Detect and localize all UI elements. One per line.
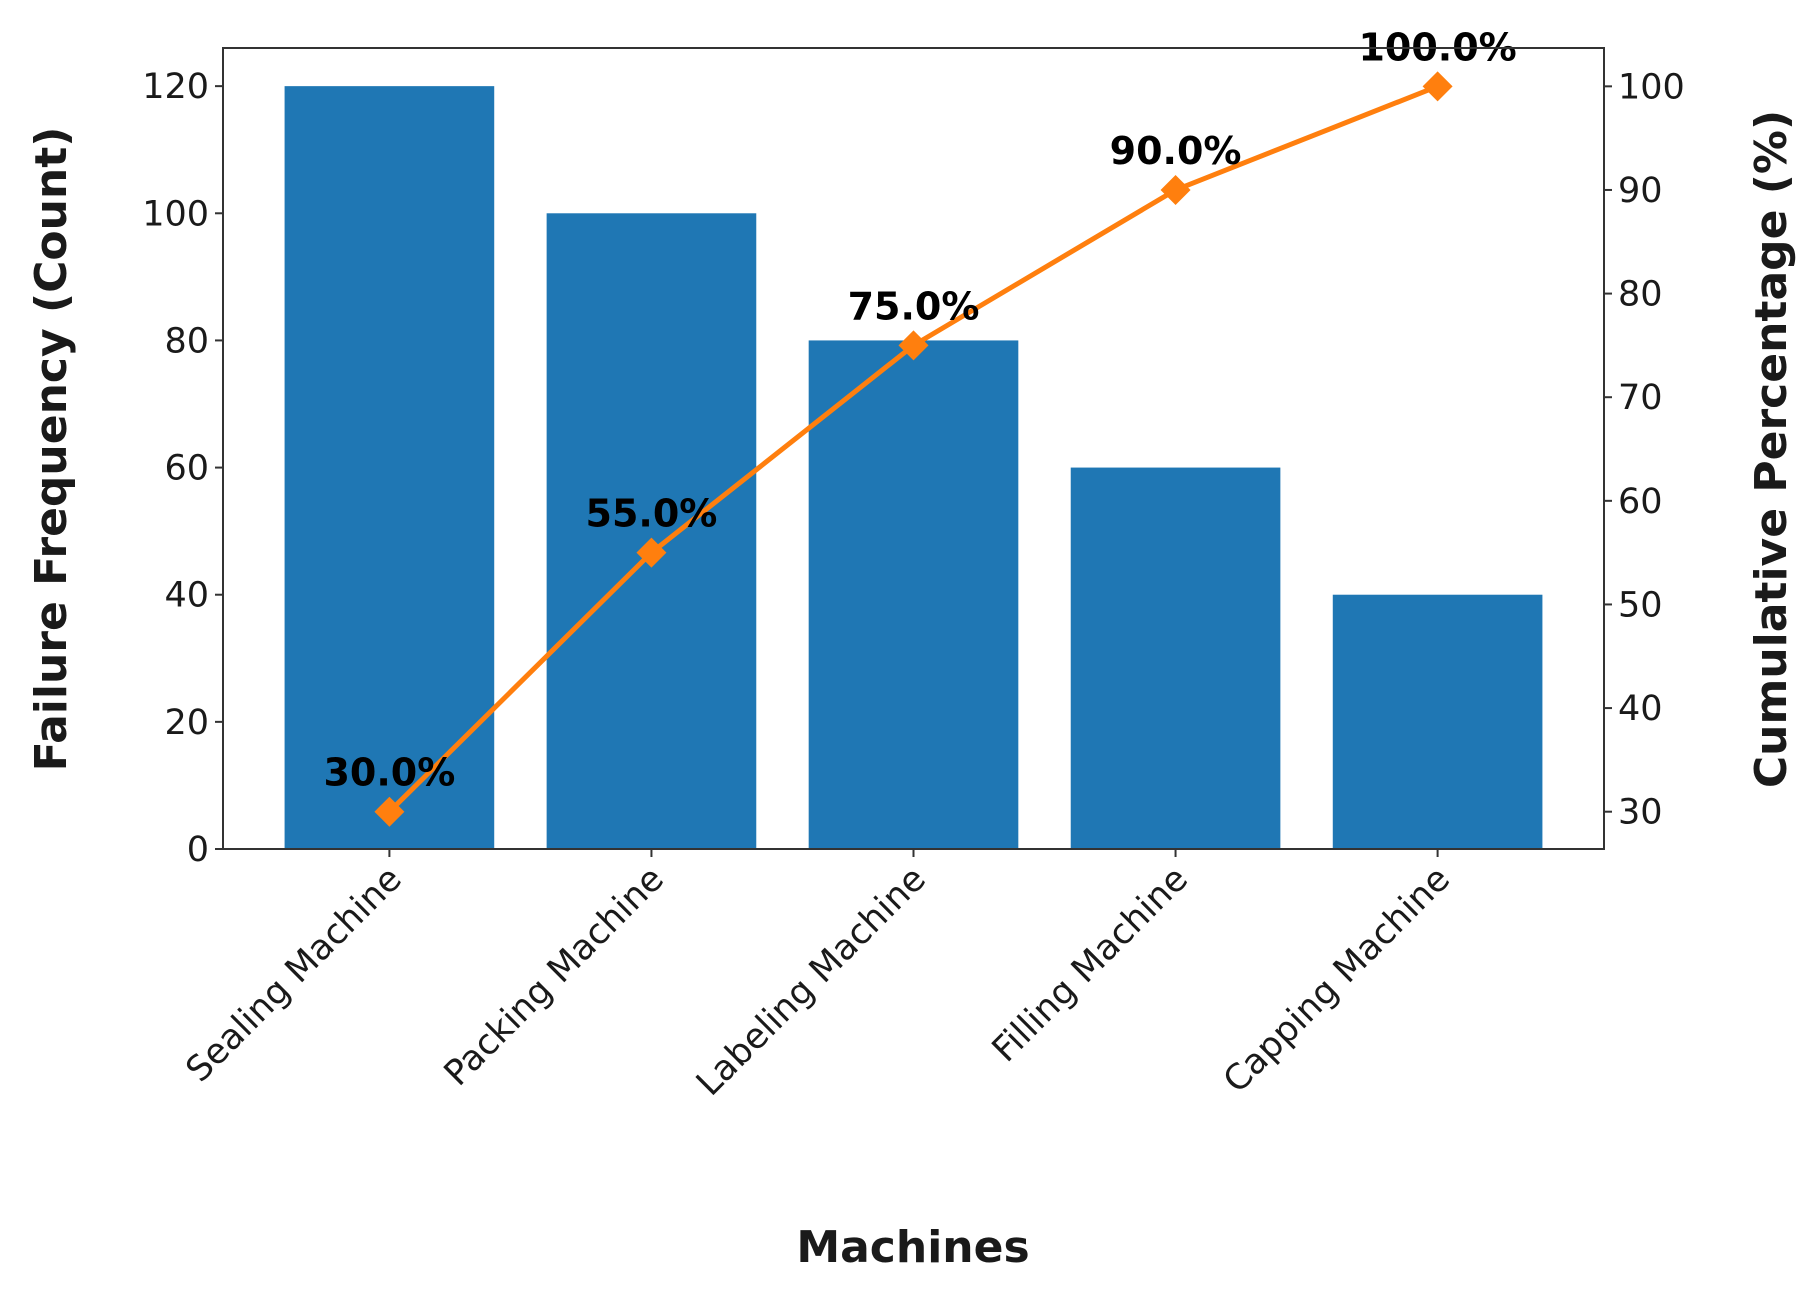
y2-tick-label: 100 (1618, 67, 1685, 107)
bar (546, 213, 757, 850)
data-label: 90.0% (1110, 129, 1242, 173)
bar (1332, 594, 1543, 849)
marker (898, 330, 929, 361)
marker (374, 796, 405, 827)
y-tick-label: 80 (164, 321, 209, 361)
x-tick-label: Labeling Machine (689, 859, 934, 1104)
marker (1422, 71, 1453, 102)
y-axis-title: Failure Frequency (Count) (26, 127, 77, 772)
marker (636, 537, 667, 568)
x-tick-label: Filling Machine (985, 859, 1196, 1070)
bar (808, 340, 1019, 849)
data-label: 30.0% (323, 751, 455, 795)
data-label: 75.0% (848, 284, 980, 328)
bar (284, 86, 495, 849)
marker (1160, 174, 1191, 205)
y2-tick-label: 90 (1618, 171, 1663, 211)
y-tick-label: 100 (142, 194, 209, 234)
y2-tick-label: 30 (1618, 793, 1663, 833)
x-tick-label: Capping Machine (1216, 859, 1458, 1101)
x-tick-label: Packing Machine (437, 859, 672, 1094)
y-tick-label: 60 (164, 449, 209, 489)
y2-tick-label: 50 (1618, 585, 1663, 625)
y-tick-label: 0 (187, 830, 209, 870)
bar (1070, 467, 1281, 849)
y2-tick-label: 40 (1618, 689, 1663, 729)
y-tick-label: 20 (164, 703, 209, 743)
x-tick-label: Sealing Machine (179, 859, 410, 1090)
y2-tick-label: 70 (1618, 378, 1663, 418)
y-tick-label: 120 (142, 67, 209, 107)
data-label: 55.0% (586, 492, 718, 536)
x-axis-title: Machines (796, 1222, 1029, 1273)
y-tick-label: 40 (164, 576, 209, 616)
y2-tick-label: 80 (1618, 275, 1663, 315)
y2-axis-title: Cumulative Percentage (%) (1746, 110, 1797, 788)
plot-frame (222, 47, 1605, 850)
y2-tick-label: 60 (1618, 482, 1663, 522)
